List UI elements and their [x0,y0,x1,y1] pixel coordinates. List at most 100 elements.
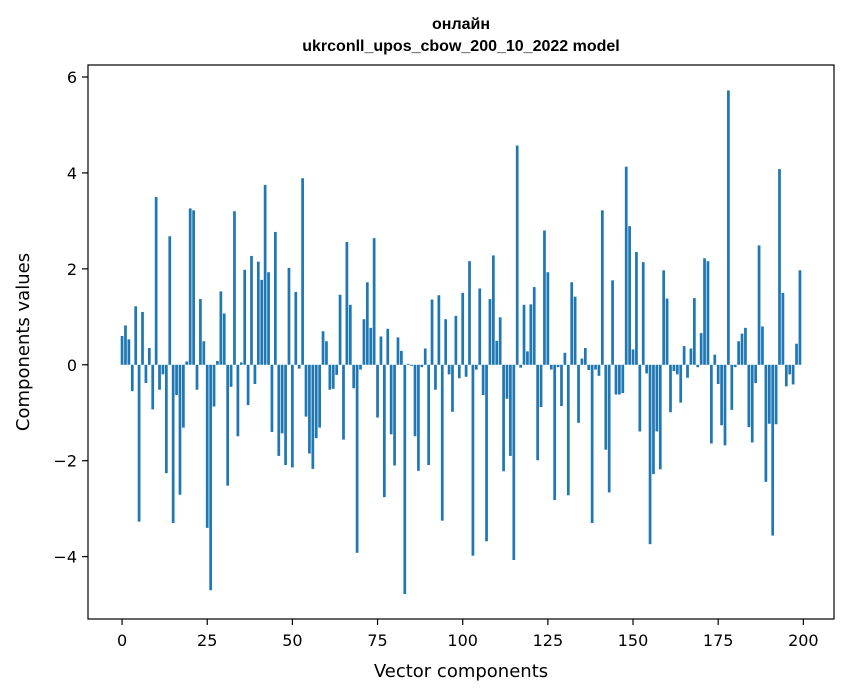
bar [740,333,744,365]
bar [321,331,325,365]
bar [580,358,584,365]
x-tick-label: 125 [533,631,564,650]
bars-group [120,90,802,595]
bar [733,364,737,368]
bar [246,364,250,406]
bar [273,231,277,365]
bar [594,364,597,370]
bar [451,364,454,412]
bar [396,337,400,365]
bar [543,230,546,365]
bar [216,360,219,365]
bar [437,295,441,365]
bar [400,350,403,365]
bar [727,90,730,365]
bar [771,364,775,536]
bar [270,364,274,432]
bar [376,364,379,418]
bar [355,364,359,553]
bar [522,304,526,365]
bar [158,364,161,390]
bar [161,364,165,375]
bar [492,255,495,365]
bar [710,364,713,444]
bar [229,364,233,387]
bar [624,166,628,365]
bar [260,279,264,365]
bar [652,364,655,475]
bar [502,364,505,472]
y-axis-label: Components values [13,253,34,431]
bar [151,364,155,410]
bar [314,364,318,439]
bar [130,364,134,392]
bar [369,327,373,365]
bar [485,364,488,542]
bar [403,364,407,595]
bar [474,364,478,370]
bar [440,364,444,521]
bar [662,270,666,365]
bar [536,364,540,461]
bar [263,184,267,365]
bar [297,364,301,369]
bar [498,317,502,365]
x-tick-label: 175 [703,631,734,650]
bar [761,326,764,365]
bar [185,361,189,365]
bar [509,364,512,456]
bar [147,348,151,365]
bar [556,364,560,368]
bar [611,280,614,365]
bar [182,364,185,428]
bar [447,364,451,375]
bar [614,364,618,395]
y-ticks-group: −4 −2 0 2 4 6 [53,68,88,567]
bar [304,364,308,417]
bar [577,364,580,423]
x-tick-label: 150 [618,631,649,650]
bar [410,364,413,366]
bar [277,364,281,456]
bar [325,341,328,365]
bar [301,178,304,365]
bar [590,364,594,524]
bar [699,333,703,365]
bar [464,364,468,377]
plot-frame [87,64,835,620]
bar [471,364,475,556]
bar [618,364,621,395]
x-ticks-group: 0 25 50 75 100 125 150 175 200 [117,619,819,650]
y-tick-label: 0 [67,356,77,375]
bar [553,364,557,501]
bar [222,313,226,365]
bar [457,364,461,379]
bar [604,364,608,450]
bar [250,255,253,365]
bar [481,364,485,395]
bar [587,364,591,371]
bar [648,364,652,545]
bar [127,339,131,365]
bar [566,364,570,496]
bar [233,211,236,365]
bar [164,364,168,474]
bar [767,364,771,424]
bar [573,296,577,365]
bar [532,287,536,365]
bar [359,364,362,370]
bar [287,267,291,365]
bar [199,299,202,365]
bar [294,291,298,365]
bar [716,364,720,384]
bar [774,364,778,425]
bar [243,269,247,365]
bar [239,362,243,365]
bar [365,282,369,365]
bar [178,364,182,495]
bar [628,226,631,365]
bar [549,364,553,370]
bar [679,364,683,403]
bar [747,364,751,428]
